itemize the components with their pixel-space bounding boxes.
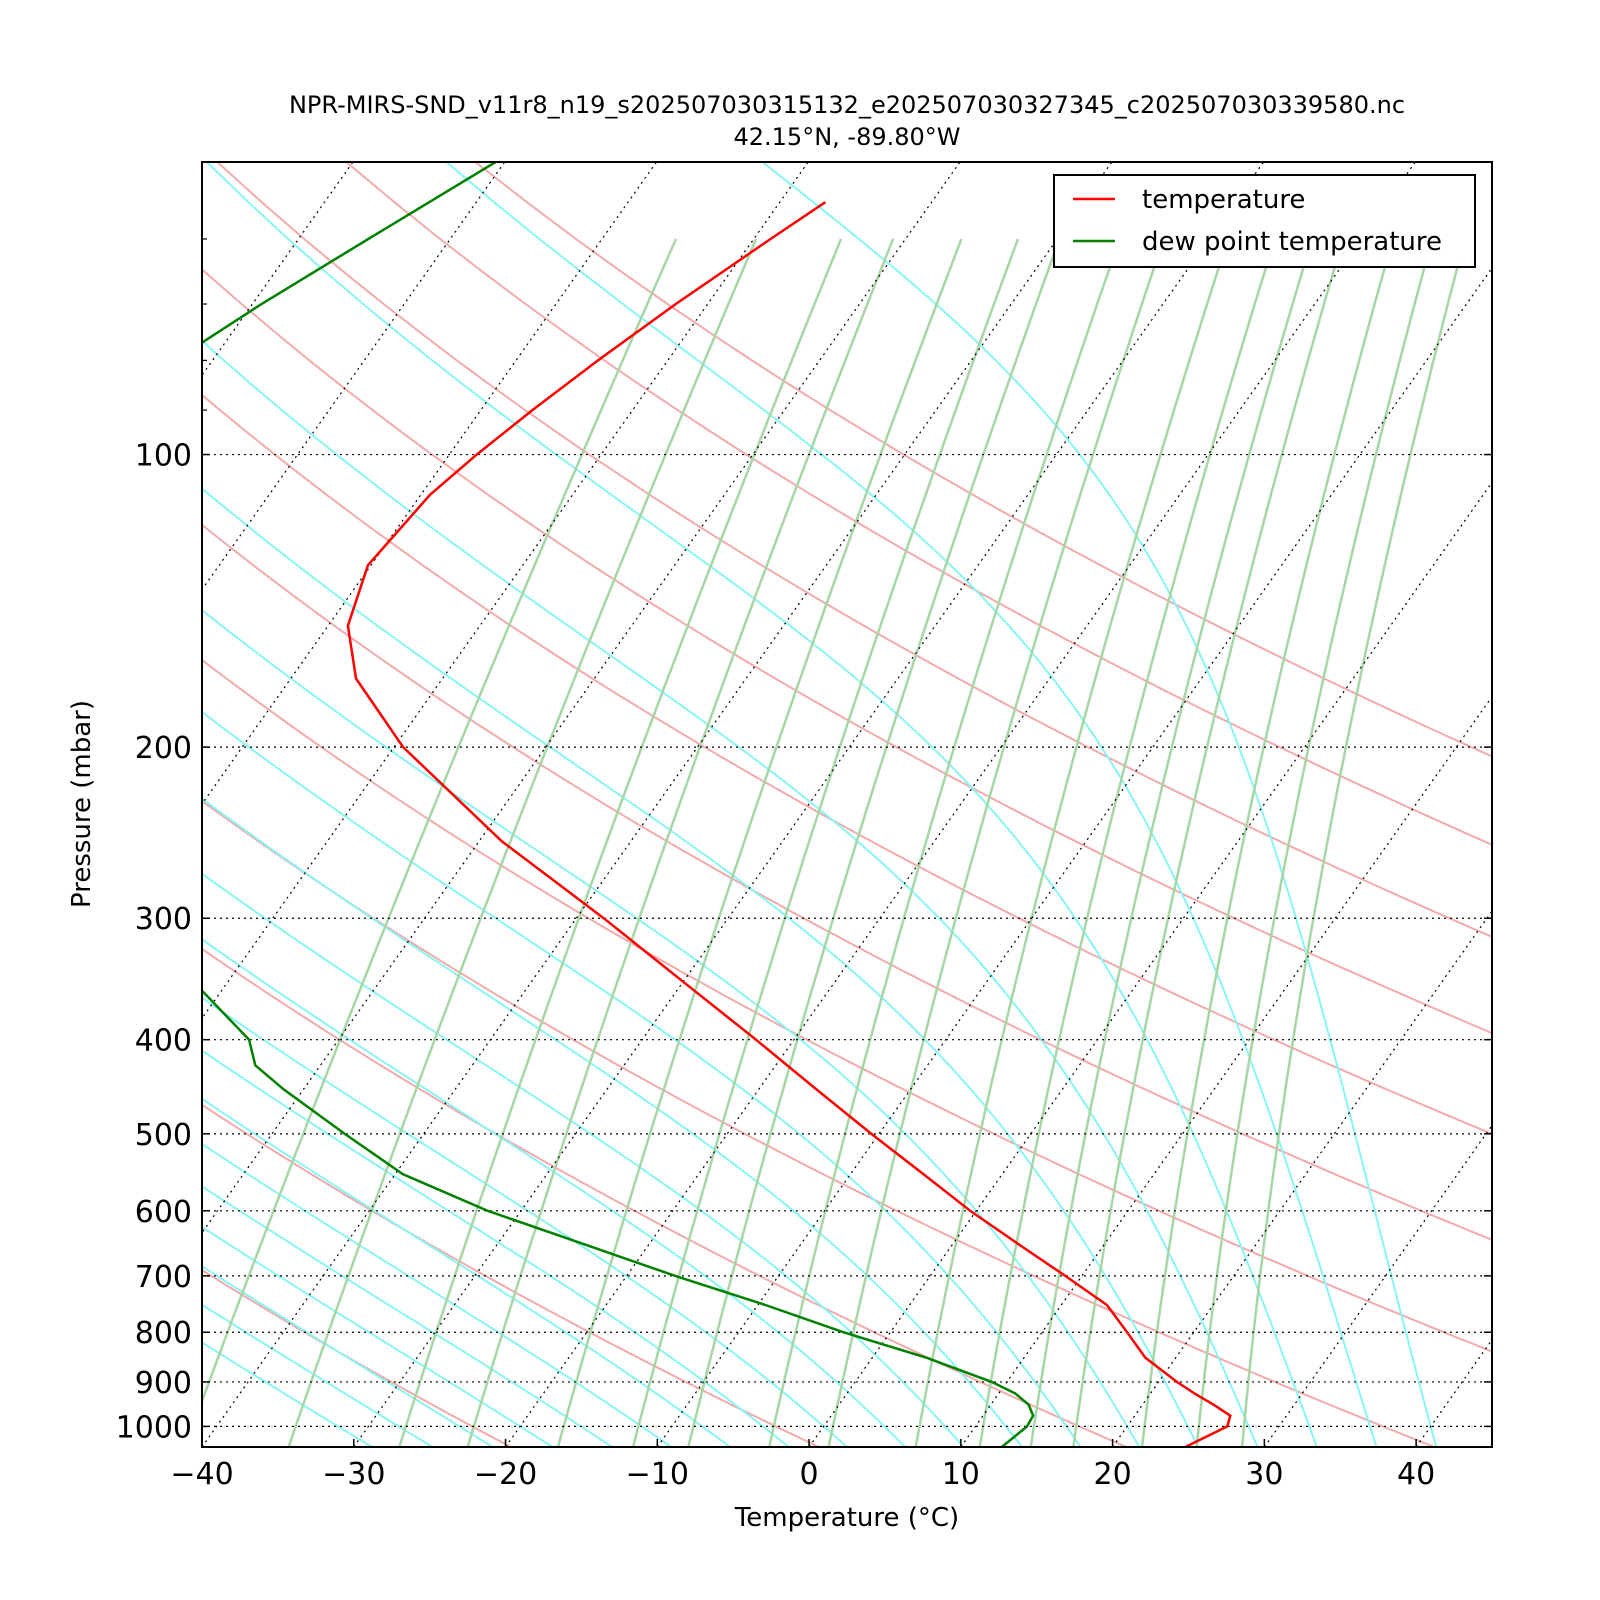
moist-adiabat-line	[202, 938, 907, 1447]
x-tick-label: 0	[800, 1457, 819, 1492]
x-tick-label: −20	[474, 1457, 537, 1492]
y-tick-label: 600	[135, 1195, 192, 1230]
legend: temperature dew point temperature	[1053, 174, 1476, 268]
moist-adiabat-line	[761, 162, 1438, 1447]
mixing-ratio-line	[398, 238, 843, 1447]
moist-adiabat-line	[202, 1264, 494, 1447]
moist-adiabat-line	[202, 996, 848, 1447]
mixing-ratio-line	[1140, 238, 1395, 1447]
isotherm-gridline	[202, 162, 961, 1234]
moist-adiabat-line	[202, 710, 1082, 1447]
isotherm-gridline	[808, 481, 1492, 1447]
mixing-ratio-line	[1029, 238, 1314, 1447]
isotherm-gridline	[353, 162, 1265, 1447]
moist-adiabat-line	[202, 1049, 790, 1447]
x-tick-label: 40	[1397, 1457, 1435, 1492]
moist-adiabat-line	[202, 1142, 672, 1447]
x-tick-label: −40	[170, 1457, 233, 1492]
legend-label-dewpoint: dew point temperature	[1142, 227, 1442, 257]
isotherm-gridline	[505, 162, 1416, 1447]
isotherm-gridline	[202, 162, 1113, 1447]
mixing-ratio-line	[767, 238, 1121, 1447]
plot-frame	[201, 161, 1493, 1448]
y-tick-label: 500	[135, 1118, 192, 1153]
mixing-ratio-line	[631, 238, 1020, 1447]
isotherm-gridline	[656, 266, 1492, 1447]
data-series	[202, 162, 1232, 1447]
moist-adiabats	[202, 162, 1438, 1447]
dry-adiabat-line	[202, 1268, 512, 1447]
moist-adiabat-line	[206, 162, 1318, 1447]
mixing-ratio-line	[1072, 238, 1345, 1447]
plot-area	[0, 162, 1600, 1447]
chart-title-line2: 42.15°N, -89.80°W	[733, 123, 960, 151]
isotherm-grid	[0, 162, 1600, 1447]
mixing-ratio-lines	[202, 238, 1467, 1447]
x-tick-label: −30	[322, 1457, 385, 1492]
isotherm-gridline	[1112, 910, 1492, 1447]
x-tick-label: 30	[1245, 1457, 1283, 1492]
moist-adiabat-line	[202, 608, 1141, 1447]
dry-adiabat-line	[202, 1445, 204, 1447]
dew-point-line	[202, 162, 1035, 1447]
moist-adiabat-line	[202, 1097, 731, 1447]
dry-adiabat-line	[202, 268, 1492, 1035]
moist-adiabat-line	[202, 1185, 613, 1447]
mixing-ratio-line	[1240, 238, 1467, 1447]
y-tick-label: 1000	[116, 1410, 192, 1445]
isotherm-gridline	[1263, 1124, 1492, 1447]
mixing-ratio-line	[287, 238, 758, 1447]
dry-adiabat-line	[202, 523, 1492, 1241]
y-tick-label: 300	[135, 902, 192, 937]
isotherm-gridline	[960, 695, 1492, 1447]
dry-adiabat-line	[202, 393, 1492, 1136]
moist-adiabat-line	[202, 872, 965, 1447]
dry-adiabat-line	[202, 799, 1435, 1447]
y-tick-label: 700	[135, 1260, 192, 1295]
dry-adiabat-line	[202, 947, 1127, 1447]
y-axis-label: Pressure (mbar)	[67, 700, 97, 908]
x-axis-ticks: −40 −30 −20 −10 0 10 20 30 40	[170, 1439, 1435, 1492]
mixing-ratio-line	[1195, 238, 1434, 1447]
moist-adiabat-line	[202, 797, 1023, 1447]
moist-adiabat-line	[202, 339, 1259, 1447]
y-tick-label: 800	[135, 1316, 192, 1351]
legend-box	[1053, 174, 1476, 268]
chart-title-line1: NPR-MIRS-SND_v11r8_n19_s202507030315132_…	[289, 91, 1405, 119]
y-tick-label: 900	[135, 1366, 192, 1401]
y-tick-label: 400	[135, 1024, 192, 1059]
isotherm-gridline	[202, 162, 809, 1020]
temperature-line	[346, 201, 1232, 1447]
y-axis-ticks: 100 200 300 400 500 600 700 800 900 1000	[116, 238, 1492, 1445]
y-tick-label: 200	[135, 731, 192, 766]
mixing-ratio-line	[687, 238, 1061, 1447]
x-tick-label: −10	[626, 1457, 689, 1492]
moist-adiabat-line	[445, 162, 1378, 1447]
isotherm-gridline	[202, 162, 354, 377]
dry-adiabat-line	[345, 162, 1492, 846]
x-tick-label: 20	[1093, 1457, 1131, 1492]
mixing-ratio-line	[466, 238, 895, 1447]
mixing-ratio-line	[914, 238, 1230, 1447]
moist-adiabat-line	[202, 1341, 373, 1447]
isotherm-gridline	[0, 162, 201, 1447]
moist-adiabat-line	[202, 487, 1200, 1447]
y-tick-label: 100	[135, 439, 192, 474]
dry-adiabat-line	[216, 162, 1492, 938]
legend-label-temperature: temperature	[1142, 185, 1305, 215]
mixing-ratio-line	[202, 238, 678, 1405]
x-tick-label: 10	[942, 1457, 980, 1492]
moist-adiabat-line	[202, 1225, 554, 1447]
x-axis-label: Temperature (°C)	[734, 1503, 959, 1533]
dry-adiabat-line	[202, 1103, 820, 1447]
isobar-grid	[202, 453, 1492, 1428]
mixing-ratio-line	[978, 238, 1276, 1447]
isotherm-gridline	[0, 162, 49, 1447]
isotherm-gridline	[1415, 1338, 1492, 1447]
isotherm-gridline	[1568, 162, 1600, 1447]
mixing-ratio-line	[827, 238, 1165, 1447]
mixing-ratio-line	[556, 238, 963, 1447]
